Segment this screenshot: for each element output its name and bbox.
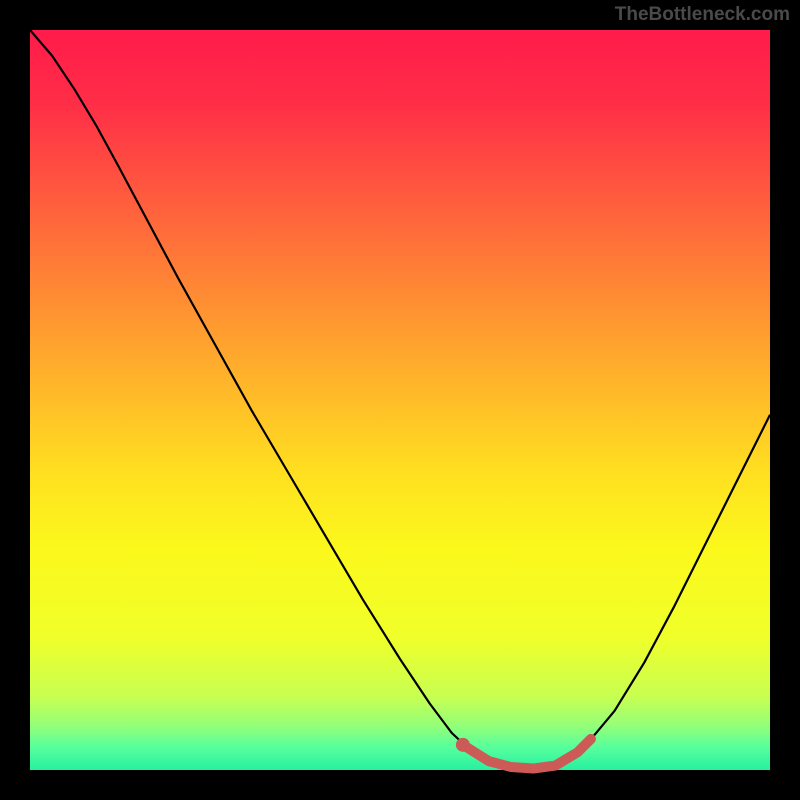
chart-container: TheBottleneck.com [0, 0, 800, 800]
optimal-start-marker [456, 738, 470, 752]
bottleneck-chart [0, 0, 800, 800]
watermark-text: TheBottleneck.com [615, 4, 790, 26]
